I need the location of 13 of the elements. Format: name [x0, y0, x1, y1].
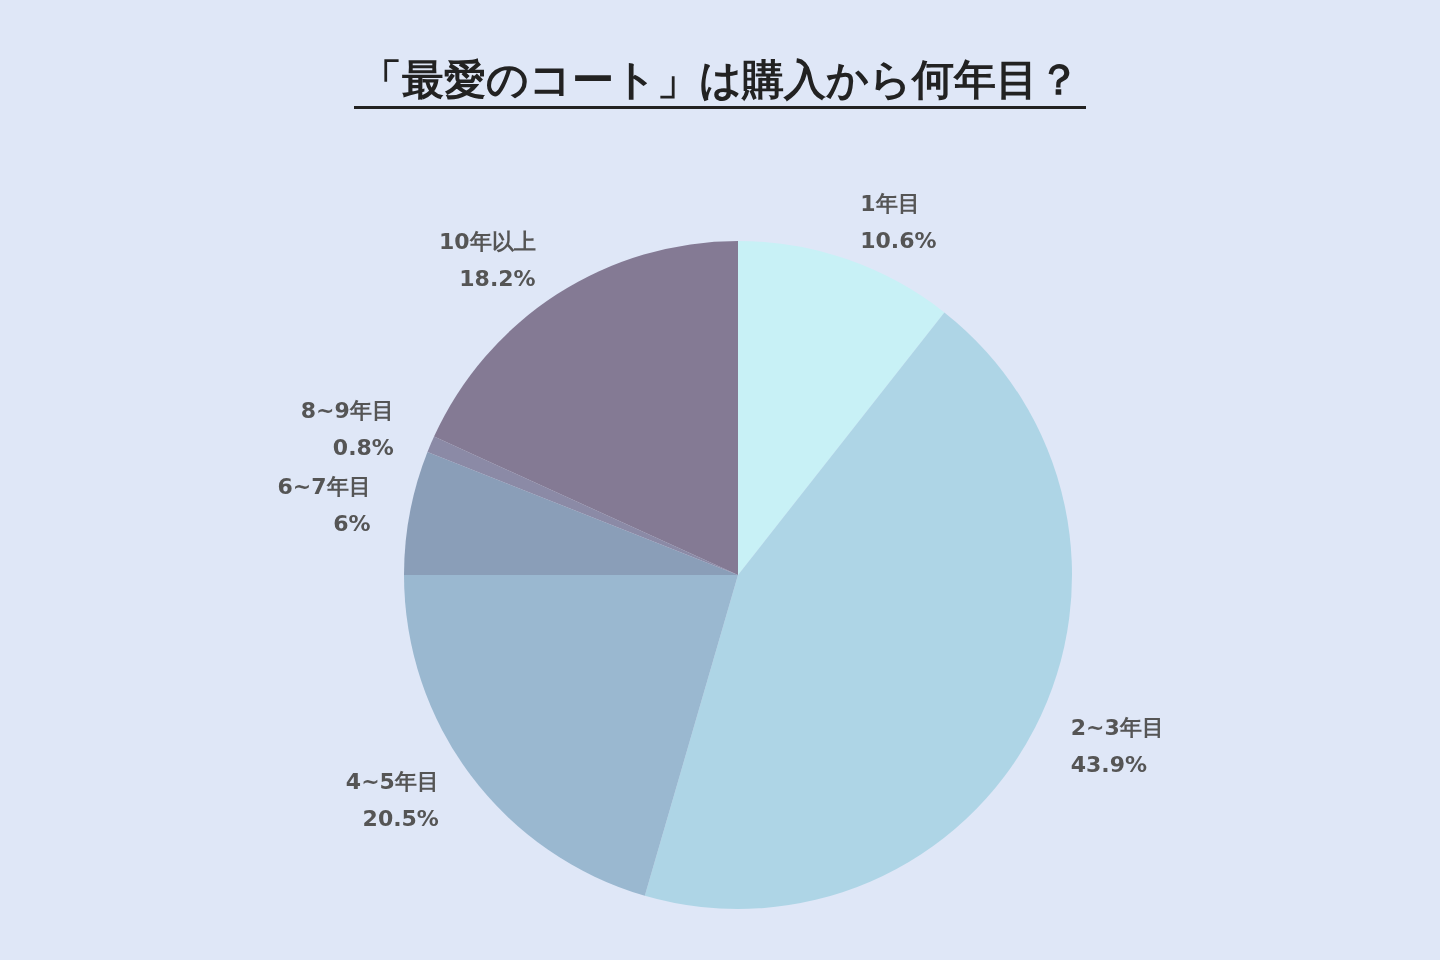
slice-label: 4~5年目	[345, 768, 439, 794]
slice-label: 8~9年目	[300, 397, 394, 423]
slice-label: 6~7年目	[277, 473, 371, 499]
slice-label: 10年以上	[439, 229, 536, 255]
data-label: 6%	[333, 510, 371, 536]
slice-label: 2~3年目	[1070, 714, 1164, 740]
data-label: 20.5%	[362, 805, 439, 831]
slice-label: 1年目	[860, 190, 920, 216]
data-label: 10.6%	[860, 227, 937, 253]
data-label: 0.8%	[332, 434, 394, 460]
data-label: 18.2%	[459, 266, 536, 292]
chart-title: 「最愛のコート」は購入から何年目？	[354, 55, 1086, 109]
data-label: 43.9%	[1070, 751, 1148, 777]
